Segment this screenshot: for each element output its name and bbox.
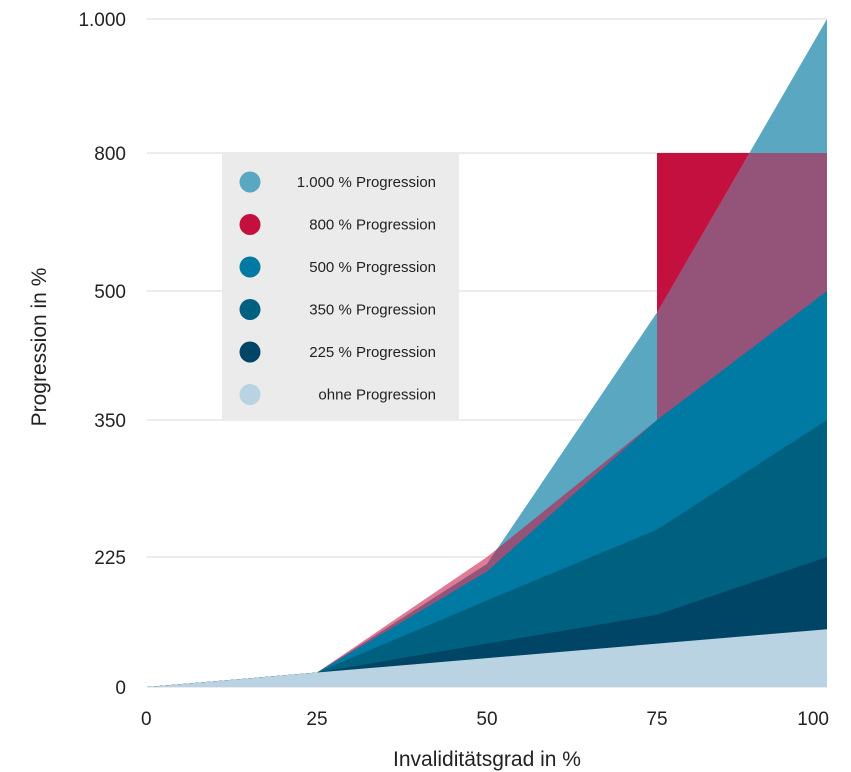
legend-swatch <box>239 341 261 363</box>
legend-swatch <box>239 256 261 278</box>
x-tick-label: 100 <box>797 709 829 730</box>
y-tick-label: 0 <box>115 678 126 699</box>
legend-label: ohne Progression <box>318 387 436 404</box>
x-tick-label: 25 <box>306 709 327 730</box>
legend-label: 500 % Progression <box>309 259 436 276</box>
legend-label: 350 % Progression <box>309 302 436 319</box>
x-tick-label: 0 <box>141 709 152 730</box>
y-axis-ticks: 0 225 350 500 800 1.000 <box>78 10 126 699</box>
legend-label: 225 % Progression <box>309 344 436 361</box>
legend-swatch <box>239 299 261 320</box>
legend-swatch <box>239 214 261 235</box>
y-tick-label: 800 <box>94 144 126 165</box>
series-area <box>147 629 827 687</box>
x-axis-ticks: 0 25 50 75 100 <box>141 709 829 730</box>
y-axis-title: Progression in % <box>28 268 51 427</box>
y-tick-label: 500 <box>94 282 126 303</box>
series-area <box>657 153 750 313</box>
legend-label: 800 % Progression <box>309 217 436 234</box>
x-tick-label: 75 <box>646 709 667 730</box>
y-tick-label: 350 <box>94 411 126 432</box>
legend-swatch <box>239 384 261 405</box>
y-tick-label: 225 <box>94 548 126 569</box>
legend: 1.000 % Progression 800 % Progression 500 … <box>222 153 459 420</box>
legend-swatch <box>239 171 261 193</box>
legend-label: 1.000 % Progression <box>297 174 436 191</box>
area-series <box>147 19 827 687</box>
x-axis-title: Invaliditätsgrad in % <box>393 748 581 771</box>
x-tick-label: 50 <box>476 709 497 730</box>
y-tick-label: 1.000 <box>78 10 126 31</box>
legend-background <box>222 153 459 420</box>
